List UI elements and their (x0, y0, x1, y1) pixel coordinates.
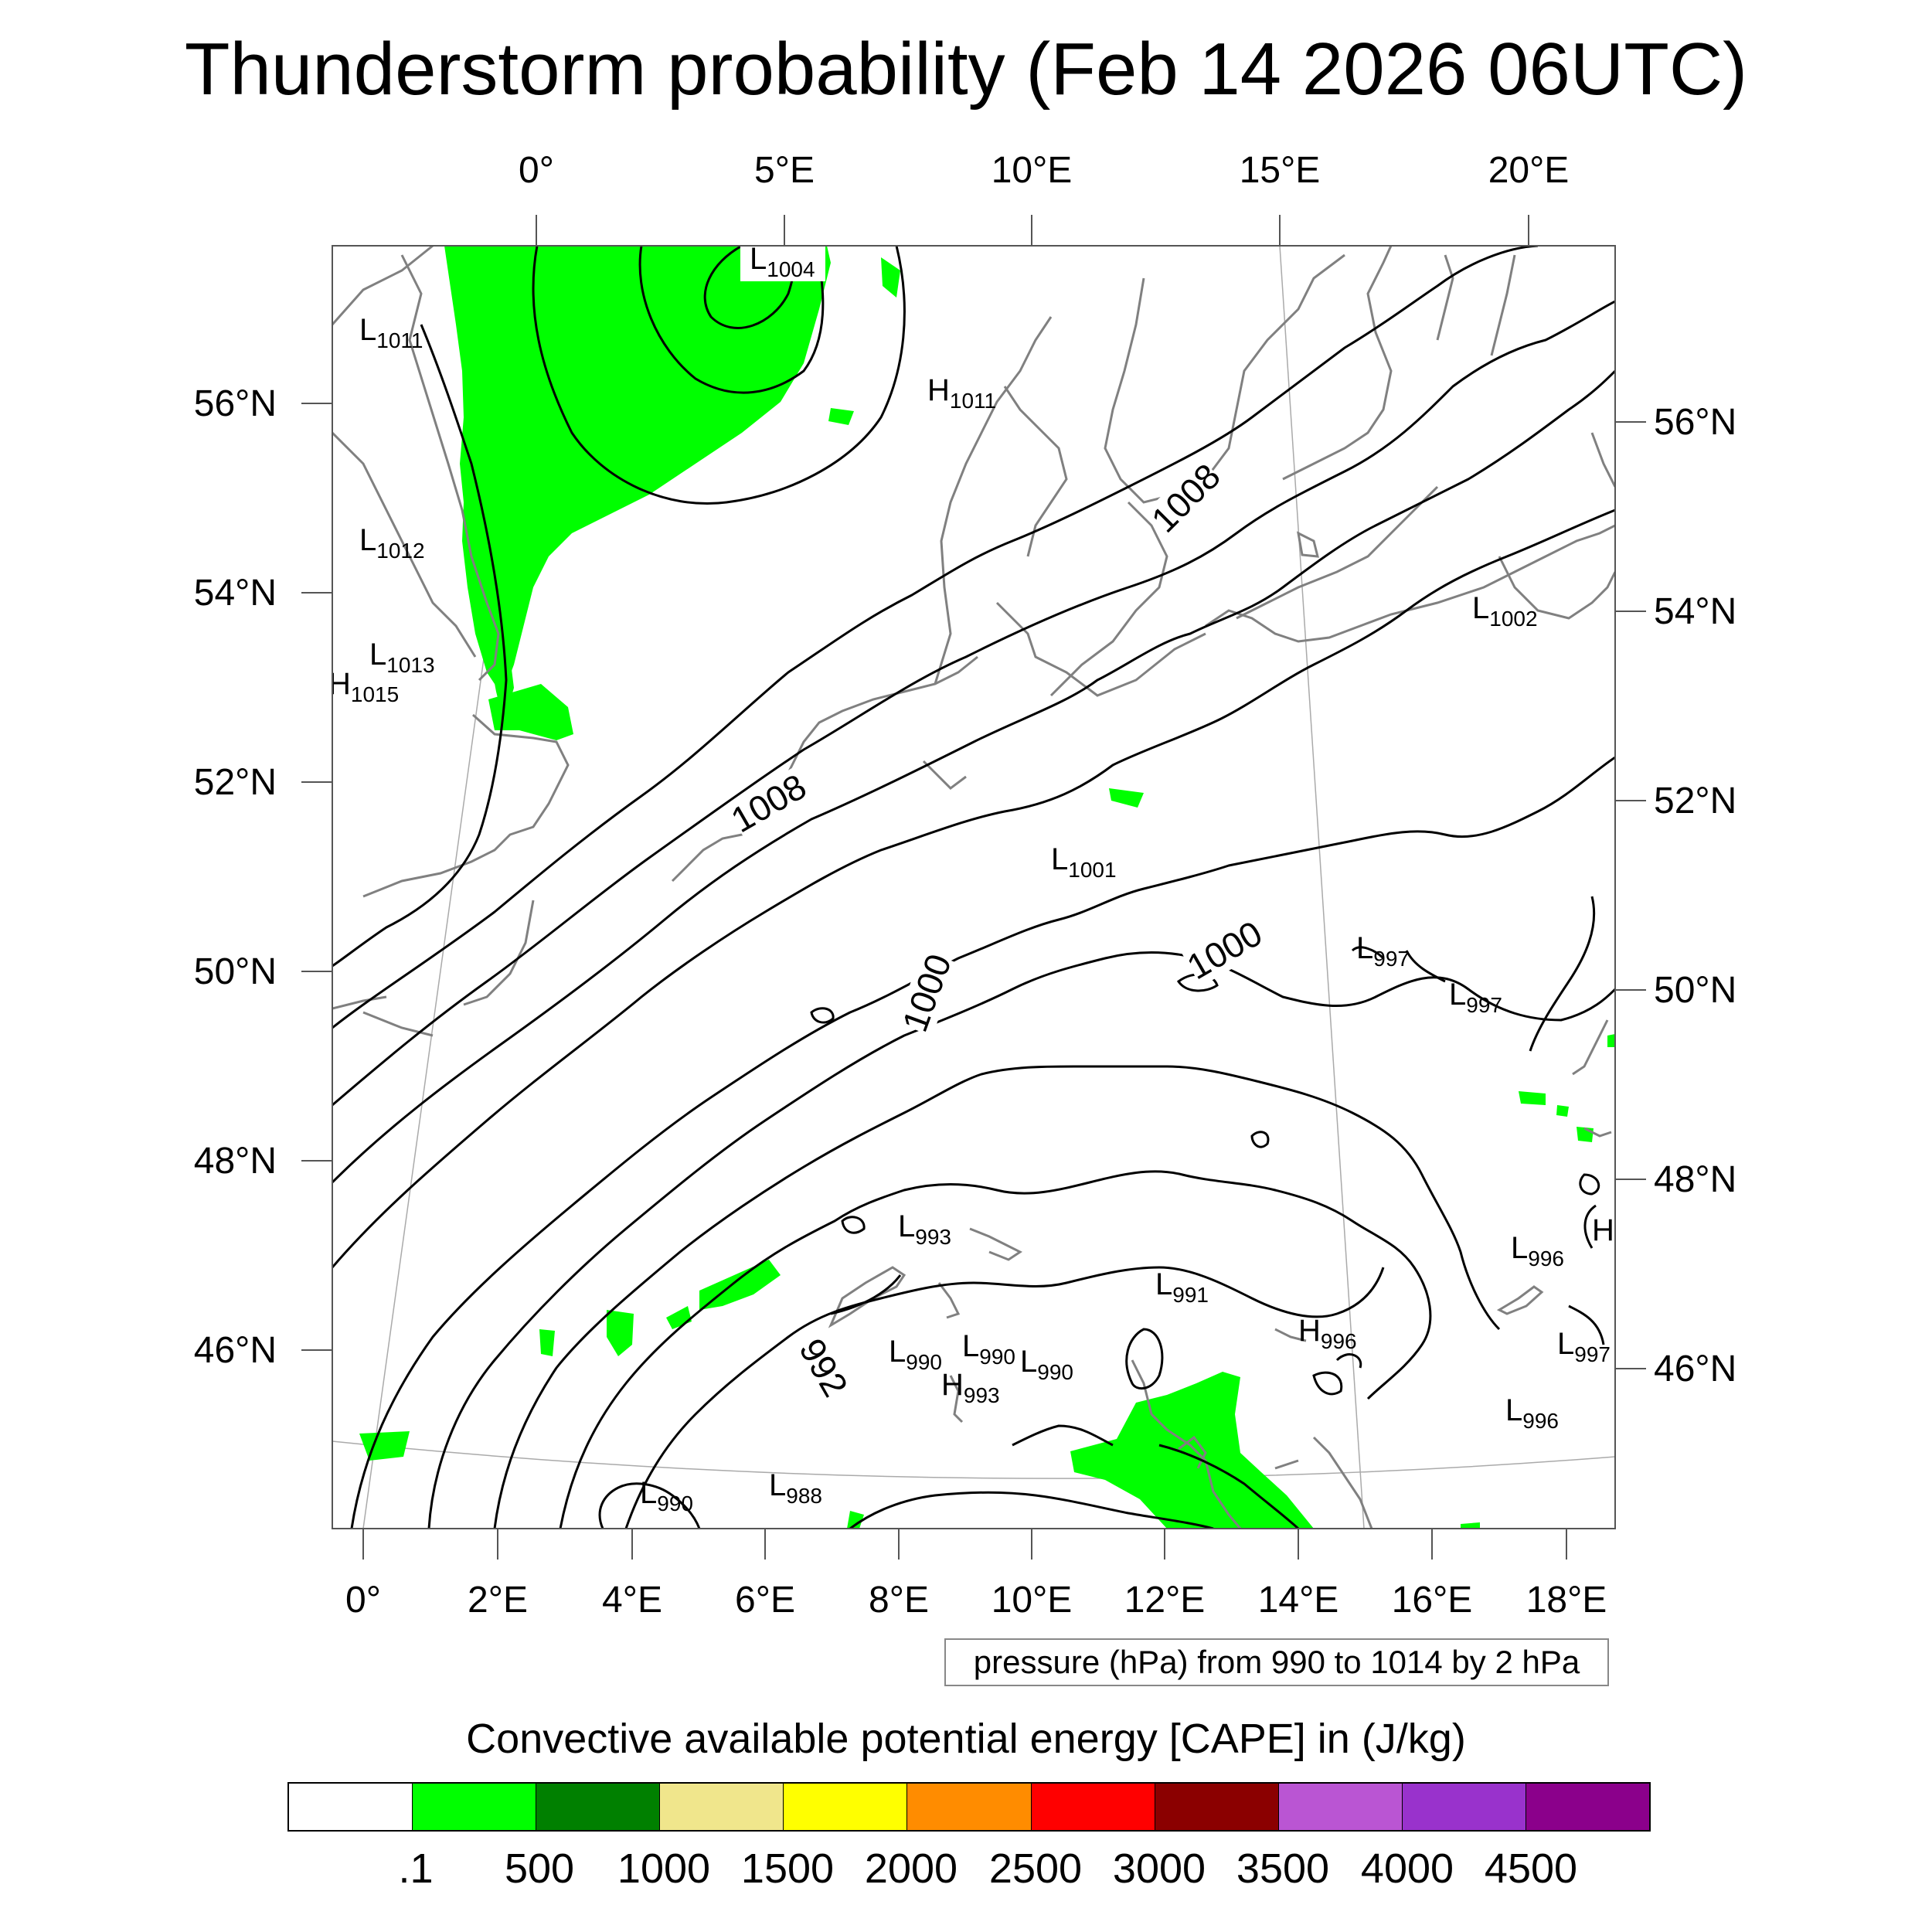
top-longitude-labels: 0° 5°E 10°E 15°E 20°E (519, 150, 1569, 191)
bottom-longitude-labels: 0° 2°E 4°E 6°E 8°E 10°E 12°E 14°E 16°E 1… (345, 1580, 1607, 1621)
lon-label: 10°E (992, 1580, 1073, 1621)
pressure-center-label: L997 (1356, 931, 1410, 971)
colorbar-label: 4500 (1484, 1845, 1578, 1892)
lat-label: 54°N (194, 573, 277, 614)
pressure-center-label: L990 (1020, 1345, 1073, 1384)
pressure-center-label: L991 (1155, 1267, 1209, 1307)
colorbar-swatch (289, 1784, 413, 1830)
lat-label: 50°N (194, 951, 277, 992)
pressure-center-label: L996 (1505, 1393, 1559, 1433)
colorbar-label: 1000 (617, 1845, 711, 1892)
contour-info-box: pressure (hPa) from 990 to 1014 by 2 hPa (944, 1638, 1609, 1686)
lon-label: 14°E (1258, 1580, 1339, 1621)
pressure-center-label: L1004 (750, 242, 815, 281)
pressure-center-label: L1001 (1051, 842, 1117, 882)
lon-label: 0° (519, 150, 554, 191)
colorbar-label: 4000 (1360, 1845, 1454, 1892)
pressure-center-label: L993 (898, 1209, 951, 1249)
pressure-center-label: L997 (1449, 978, 1502, 1017)
pressure-center-label: L1011 (359, 313, 423, 352)
pressure-center-label: H993 (941, 1368, 1000, 1407)
colorbar (287, 1782, 1651, 1832)
colorbar-swatch (784, 1784, 908, 1830)
pressure-center-label: H (1592, 1213, 1614, 1247)
isobar-label: 1008 (724, 766, 813, 840)
colorbar-swatch (907, 1784, 1032, 1830)
pressure-center-label: H996 (1298, 1314, 1357, 1353)
lon-label: 8°E (869, 1580, 929, 1621)
map-layers: 1008 1008 1000 1000 992 L1004 L1011 H101… (328, 242, 1615, 1529)
isobars (332, 246, 1615, 1529)
pressure-center-label: L996 (1511, 1231, 1564, 1270)
pressure-center-label: H1015 (328, 667, 399, 706)
colorbar-swatch (1278, 1784, 1403, 1830)
colorbar-swatch (1031, 1784, 1155, 1830)
colorbar-swatch (413, 1784, 537, 1830)
isobar-label: 992 (791, 1332, 855, 1403)
colorbar-swatch (536, 1784, 661, 1830)
pressure-center-label: L990 (962, 1329, 1015, 1369)
pressure-center-label: L1012 (359, 523, 425, 563)
map-frame (332, 245, 1616, 1529)
lat-label: 52°N (194, 762, 277, 803)
colorbar-label: 3000 (1112, 1845, 1206, 1892)
lon-label: 20°E (1488, 150, 1570, 191)
isobar-label: 1000 (1180, 913, 1269, 987)
pressure-center-label: L1002 (1472, 591, 1538, 631)
lon-label: 12°E (1124, 1580, 1206, 1621)
lat-label: 48°N (1654, 1159, 1736, 1200)
right-latitude-labels: 56°N 54°N 52°N 50°N 48°N 46°N (1654, 402, 1736, 1389)
lat-label: 52°N (1654, 781, 1736, 821)
lat-label: 46°N (1654, 1349, 1736, 1389)
colorbar-swatch (1155, 1784, 1279, 1830)
lat-label: 46°N (194, 1330, 277, 1371)
colorbar-label: 2500 (988, 1845, 1083, 1892)
pressure-center-label: H1011 (927, 373, 996, 413)
lon-label: 15°E (1240, 150, 1321, 191)
pressure-center-label: L990 (640, 1476, 693, 1515)
lat-label: 50°N (1654, 970, 1736, 1011)
lon-label: 0° (345, 1580, 381, 1621)
isobar-labels: 1008 1008 1000 1000 992 (724, 456, 1269, 1405)
lat-label: 48°N (194, 1141, 277, 1182)
pressure-center-label: L997 (1557, 1327, 1611, 1366)
lat-label: 56°N (1654, 402, 1736, 443)
pressure-center-label: L990 (889, 1335, 942, 1374)
colorbar-label: 3500 (1236, 1845, 1330, 1892)
lat-label: 56°N (194, 383, 277, 424)
lon-label: 18°E (1526, 1580, 1607, 1621)
colorbar-title: Convective available potential energy [C… (466, 1716, 1466, 1762)
pressure-center-label: L1013 (369, 638, 435, 677)
lat-label: 54°N (1654, 591, 1736, 632)
lon-label: 10°E (992, 150, 1073, 191)
colorbar-swatch (1402, 1784, 1526, 1830)
colorbar-label: 2000 (864, 1845, 958, 1892)
lon-label: 16°E (1392, 1580, 1473, 1621)
colorbar-swatch (1526, 1784, 1650, 1830)
axis-ticks (301, 215, 1646, 1560)
lon-label: 5°E (754, 150, 815, 191)
left-latitude-labels: 56°N 54°N 52°N 50°N 48°N 46°N (194, 383, 277, 1371)
colorbar-label: .1 (398, 1845, 434, 1892)
colorbar-label: 500 (504, 1845, 575, 1892)
lon-label: 4°E (602, 1580, 662, 1621)
colorbar-swatch (660, 1784, 784, 1830)
isobar-label: 1008 (1144, 456, 1228, 540)
colorbar-label: 1500 (740, 1845, 835, 1892)
lon-label: 2°E (468, 1580, 528, 1621)
coastlines (332, 246, 1615, 1529)
lon-label: 6°E (735, 1580, 795, 1621)
page-title: Thunderstorm probability (Feb 14 2026 06… (184, 28, 1748, 111)
pressure-center-label: L988 (769, 1468, 822, 1508)
isobar-label: 1000 (894, 949, 959, 1037)
pressure-centers: L1004 L1011 H1011 L1012 L1013 H1015 L100… (328, 242, 1614, 1515)
